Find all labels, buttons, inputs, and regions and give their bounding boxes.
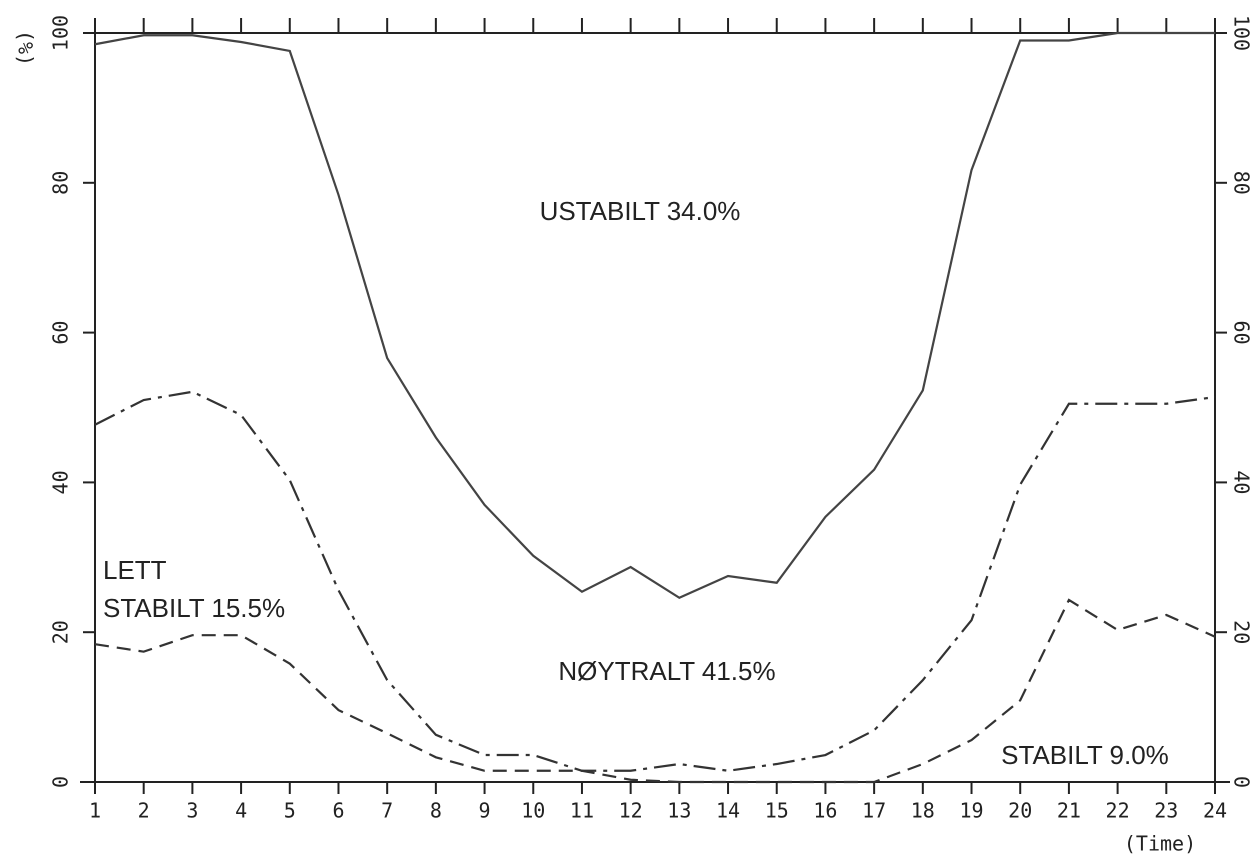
y2-tick-label: 0	[1230, 776, 1254, 788]
x-tick-label: 24	[1203, 799, 1227, 823]
x-tick-label: 23	[1154, 799, 1178, 823]
x-tick-label: 13	[667, 799, 691, 823]
x-tick-label: 20	[1008, 799, 1032, 823]
annotation: USTABILT 34.0%	[540, 196, 741, 226]
x-tick-label: 3	[186, 799, 198, 823]
x-tick-label: 14	[716, 799, 740, 823]
annotation: STABILT 15.5%	[103, 593, 285, 623]
y-axis-label: (%)	[14, 30, 38, 66]
x-tick-label: 22	[1106, 799, 1130, 823]
y2-tick-label: 40	[1230, 470, 1254, 494]
y2-tick-label: 80	[1230, 171, 1254, 195]
x-tick-label: 17	[862, 799, 886, 823]
x-tick-label: 6	[332, 799, 344, 823]
y2-tick-label: 60	[1230, 321, 1254, 345]
x-tick-label: 19	[959, 799, 983, 823]
y-tick-label: 80	[49, 171, 73, 195]
y2-tick-label: 20	[1230, 620, 1254, 644]
x-axis-label: (Time)	[1124, 832, 1196, 856]
x-tick-label: 18	[911, 799, 935, 823]
x-tick-label: 1	[89, 799, 101, 823]
x-tick-label: 9	[479, 799, 491, 823]
x-tick-label: 12	[619, 799, 643, 823]
y-tick-label: 60	[49, 321, 73, 345]
y-tick-label: 40	[49, 470, 73, 494]
x-tick-label: 4	[235, 799, 247, 823]
y-tick-label: 20	[49, 620, 73, 644]
x-tick-label: 10	[521, 799, 545, 823]
series-line	[94, 390, 1216, 772]
x-tick-label: 16	[813, 799, 837, 823]
annotation: NØYTRALT 41.5%	[558, 656, 775, 686]
x-tick-label: 7	[381, 799, 393, 823]
y-tick-label: 0	[49, 776, 73, 788]
series-line	[94, 598, 1216, 784]
annotation: LETT	[103, 555, 167, 585]
x-tick-label: 11	[570, 799, 594, 823]
x-tick-label: 5	[284, 799, 296, 823]
x-tick-label: 15	[765, 799, 789, 823]
x-tick-label: 8	[430, 799, 442, 823]
annotation: STABILT 9.0%	[1001, 740, 1169, 770]
series-line	[94, 31, 1215, 599]
y-tick-label: 100	[49, 15, 73, 51]
x-tick-label: 2	[138, 799, 150, 823]
x-tick-label: 21	[1057, 799, 1081, 823]
y2-tick-label: 100	[1230, 15, 1254, 51]
